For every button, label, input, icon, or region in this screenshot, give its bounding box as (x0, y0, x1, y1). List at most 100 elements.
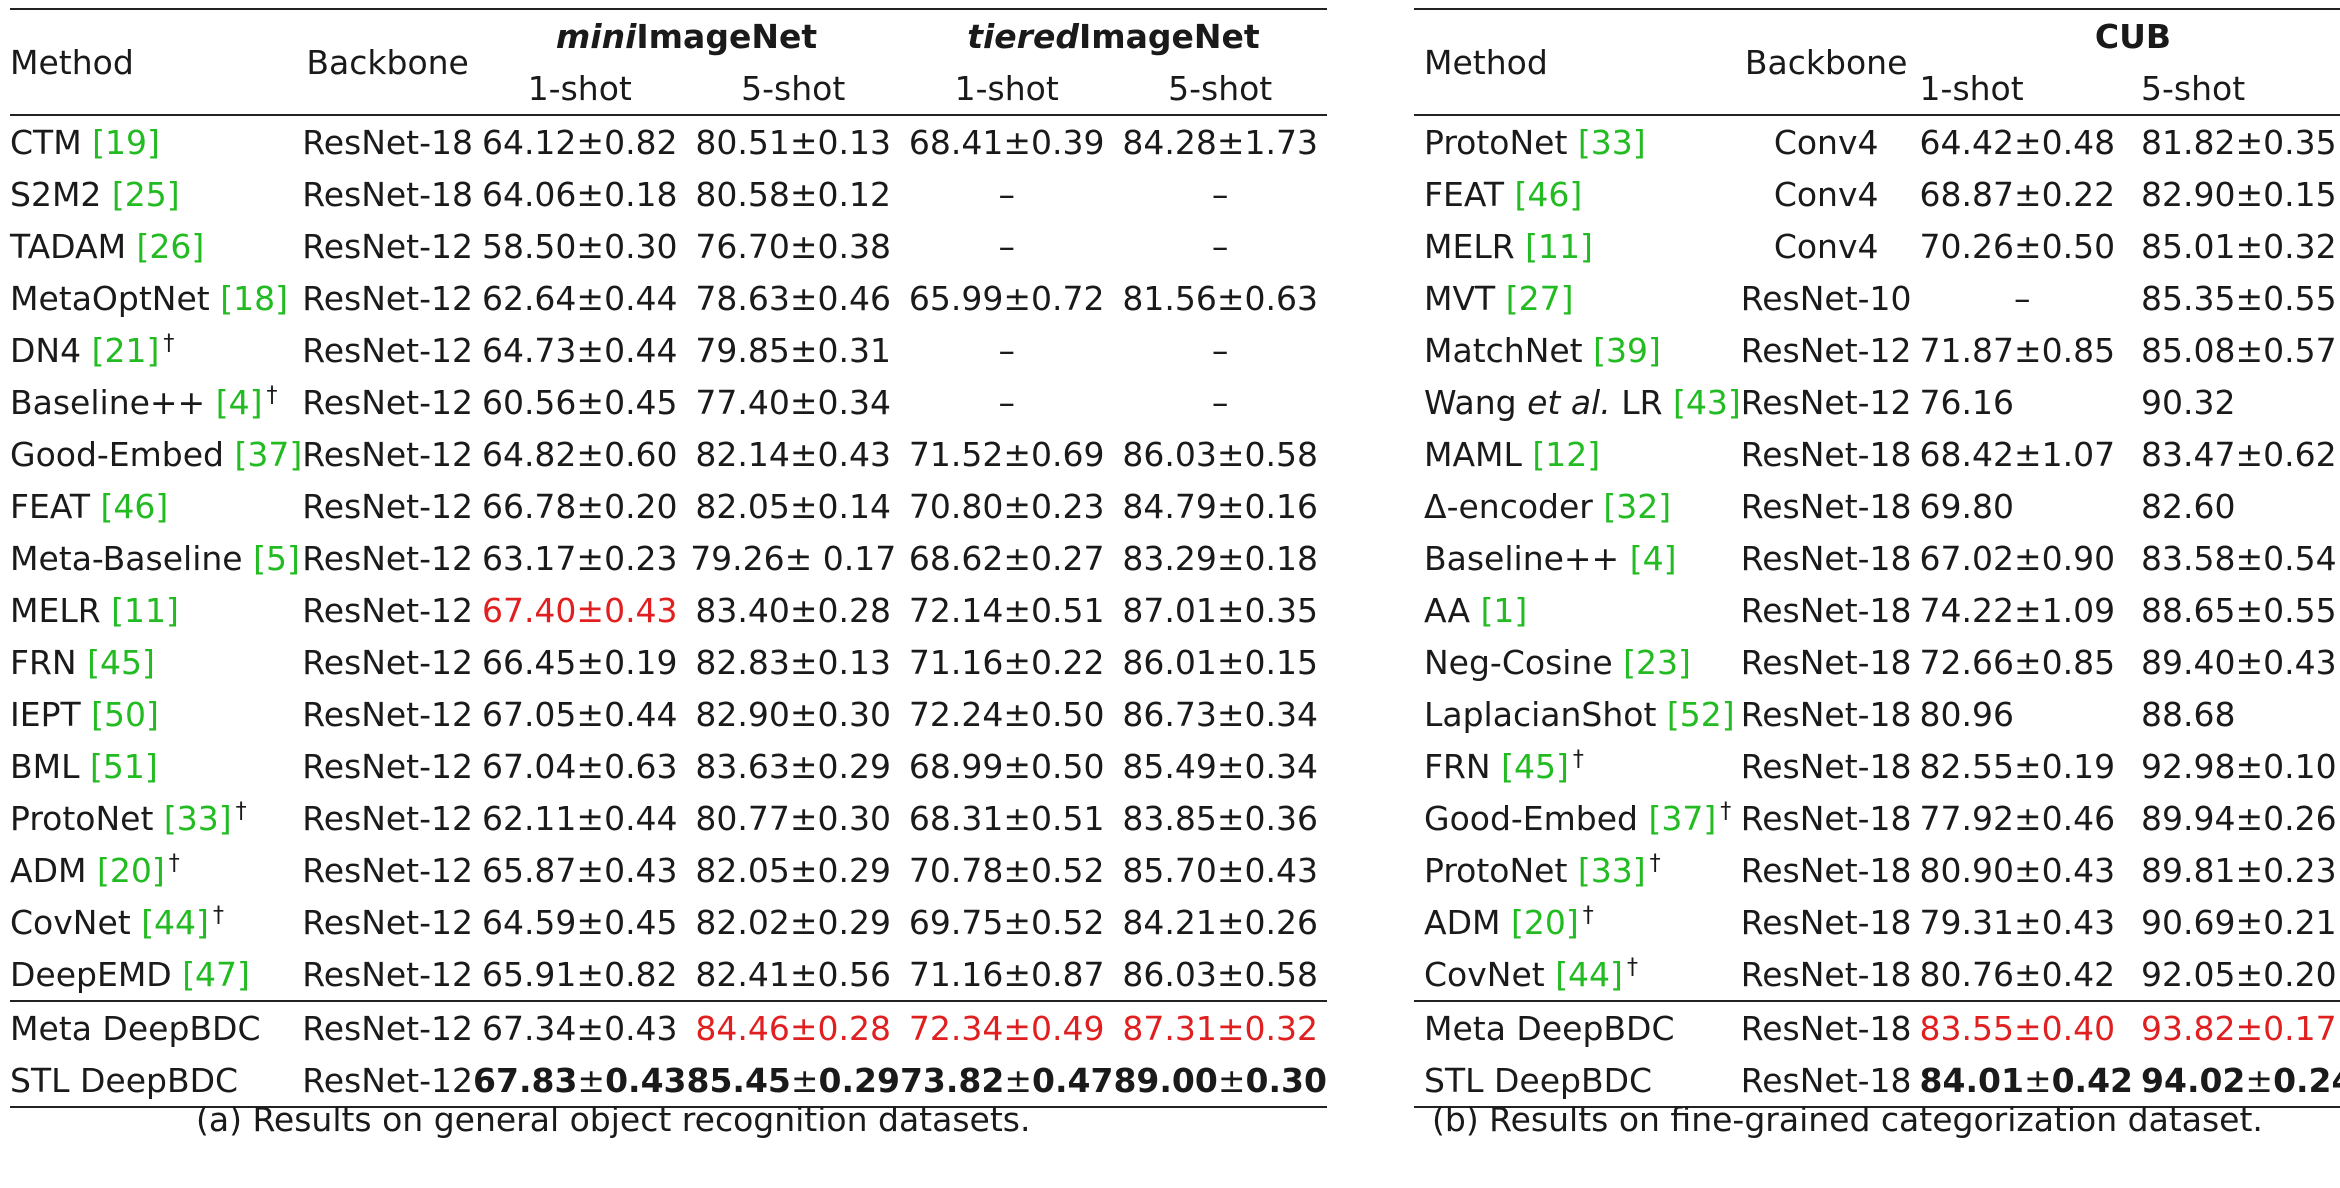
citation-link: [39] (1593, 330, 1661, 370)
table-row: BML [51] ResNet-12 67.04±0.63 83.63±0.29 68.… (10, 740, 1327, 792)
mini-5shot-cell-text: 83.40±0.28 (695, 590, 892, 630)
tiered-5shot-cell: 86.03±0.58 (1113, 948, 1326, 1001)
backbone-cell: ResNet-12 (302, 746, 474, 786)
tiered-1shot-cell: 71.16±0.87 (900, 948, 1113, 1001)
table-row: S2M2 [25] ResNet-18 64.06±0.18 80.58±0.12– – (10, 168, 1327, 220)
cub-1shot-cell-text: 70.26±0.50 (1919, 226, 2116, 266)
method-name: FRN (10, 642, 88, 682)
table-row: CovNet [44] † ResNet-12 64.59±0.45 82.02±0.2… (10, 896, 1327, 948)
backbone-cell: ResNet-18 (1740, 434, 1912, 474)
citation-link: [27] (1505, 278, 1574, 318)
tiered-1shot-cell-text: 68.99±0.50 (908, 746, 1105, 786)
tiered-1shot-cell-text: – (998, 330, 1015, 370)
tiered-5shot-cell-text: 87.01±0.35 (1122, 590, 1318, 630)
tiered-1shot-cell-text: 72.24±0.50 (908, 694, 1105, 734)
method-cell: FRN [45] (10, 636, 302, 688)
mini-1shot-cell-text: 66.45±0.19 (481, 642, 678, 682)
mini-1shot-cell-text: 58.50±0.30 (481, 226, 678, 266)
method-cell: Meta-Baseline [5] (10, 532, 302, 584)
cub-5shot-cell: 90.69±0.21 (2133, 896, 2340, 948)
mini-5shot-cell: 80.58±0.12 (687, 168, 900, 220)
mini-1shot-cell-text: 63.17±0.23 (481, 538, 678, 578)
backbone-cell: ResNet-12 (302, 590, 474, 630)
tiered-1shot-cell: – (900, 324, 1113, 376)
table-row: Neg-Cosine [23] ResNet-18 72.66±0.85 89.40±… (1414, 636, 2340, 688)
citation-link: [23] (1623, 642, 1691, 682)
tiered-1shot-cell-text: 70.80±0.23 (908, 486, 1105, 526)
tiered-1shot-cell: 71.16±0.22 (900, 636, 1113, 688)
table-row: ADM [20] † ResNet-12 65.87±0.43 82.05±0.29 70… (10, 844, 1327, 896)
cub-1shot-cell-text: 77.92±0.46 (1919, 798, 2116, 838)
cub-1shot-cell-text: 79.31±0.43 (1919, 902, 2116, 942)
method-name: Good-Embed (1424, 799, 1649, 838)
tiered-1shot-cell: – (900, 376, 1113, 428)
table-row: MVT [27] ResNet-10–85.35±0.55 (1414, 272, 2340, 324)
method-name: IEPT (10, 694, 92, 734)
citation-link: [4] (1629, 538, 1677, 578)
method-name: Δ-encoder (1424, 486, 1604, 526)
method-cell: DN4 [21] † (10, 324, 302, 376)
tiered-1shot-cell-text: 71.52±0.69 (908, 434, 1105, 474)
tieredimagenet-header: tieredImageNet (900, 9, 1327, 62)
table-b-ours: Meta DeepBDC ResNet-18 83.55±0.40 93.82±0.1… (1414, 1000, 2340, 1107)
backbone-header: Backbone (306, 42, 469, 82)
tiered-1shot-cell-text: 72.14±0.51 (908, 590, 1105, 630)
method-cell: FEAT [46] (1414, 168, 1741, 220)
table-row: FEAT [46] Conv4 68.87±0.22 82.90±0.15 (1414, 168, 2340, 220)
tiered-5shot-cell: 84.28±1.73 (1113, 115, 1326, 168)
mini-1shot-cell: 58.50±0.30 (473, 220, 686, 272)
table-row: DN4 [21] † ResNet-12 64.73±0.44 79.85±0.31– – (10, 324, 1327, 376)
mini-1shot-cell-text: 67.05±0.44 (481, 694, 678, 734)
backbone-cell: ResNet-12 (1740, 382, 1912, 422)
citation-link: [47] (182, 954, 250, 994)
method-cell: Wang et al. LR [43] (1414, 376, 1741, 428)
backbone-cell: Conv4 (1773, 174, 1879, 214)
method-cell: BML [51] (10, 740, 302, 792)
tiered-5shot-cell: 87.31±0.32 (1113, 1000, 1327, 1054)
cub-1shot-cell: 70.26±0.50 (1912, 220, 2133, 272)
backbone-cell: ResNet-12 (302, 798, 474, 838)
backbone-cell: ResNet-12 (302, 902, 474, 942)
table-row: Good-Embed [37] ResNet-12 64.82±0.60 82.14±… (10, 428, 1327, 480)
citation-link: [44] (1555, 955, 1623, 994)
method-cell: DeepEMD [47] (10, 948, 302, 1001)
method-cell: MAML [12] (1414, 428, 1741, 480)
dagger-mark: † (1582, 903, 1594, 928)
citation-link: [51] (90, 746, 158, 786)
cub-5shot-cell-text: 89.94±0.26 (2141, 798, 2337, 838)
citation-link: [43] (1673, 382, 1741, 422)
mini-5shot-cell-mean: 85.45 (686, 1060, 791, 1100)
cub-1shot-cell: 83.55±0.40 (1911, 1000, 2134, 1054)
cub-1shot-cell-text: 83.55±0.40 (1919, 1008, 2116, 1048)
method-cell: ProtoNet [33] † (1414, 844, 1741, 896)
tiered-5shot-cell: 81.56±0.63 (1113, 272, 1326, 324)
mini-5shot-cell: 83.63±0.29 (687, 740, 900, 792)
backbone-cell: ResNet-12 (302, 486, 474, 526)
miniimagenet-italic: mini (555, 16, 637, 56)
table-row: MatchNet [39] ResNet-12 71.87±0.85 85.08±0.… (1414, 324, 2340, 376)
backbone-cell: Conv4 (1773, 226, 1879, 266)
backbone-header-b: Backbone (1744, 42, 1908, 82)
mini-1shot-cell-std: 0.43 (605, 1060, 687, 1100)
tiered-1shot-cell: 68.62±0.27 (900, 532, 1113, 584)
mini-5shot-cell-std: 0.29 (818, 1060, 900, 1100)
method-cell: Baseline++ [4] † (10, 376, 302, 428)
backbone-cell: ResNet-10 (1740, 278, 1912, 318)
mini-5shot-cell-text: 79.26± 0.17 (690, 538, 897, 578)
tiered-5shot-cell: 83.85±0.36 (1113, 792, 1326, 844)
table-row: Δ-encoder [32] ResNet-18 69.80 82.60 (1414, 480, 2340, 532)
tiered-5shot-cell: – (1113, 376, 1326, 428)
cub-1shot-cell-pm: ± (2023, 1060, 2052, 1100)
mini-1shot-cell-text: 62.11±0.44 (481, 798, 678, 838)
cub-5shot-cell: 83.58±0.54 (2133, 532, 2340, 584)
cub-1shot-cell: 80.90±0.43 (1912, 844, 2133, 896)
backbone-cell: ResNet-18 (1740, 954, 1912, 994)
table-row: ProtoNet [33] Conv4 64.42±0.48 81.82±0.35 (1414, 115, 2340, 168)
cub-1shot-cell: 67.02±0.90 (1912, 532, 2133, 584)
citation-link: [1] (1480, 590, 1528, 630)
citation-link: [37] (234, 434, 303, 474)
method-cell: Baseline++ [4] (1414, 532, 1741, 584)
mini-5shot-cell: 82.05±0.14 (687, 480, 900, 532)
method-cell: ADM [20] † (1414, 896, 1741, 948)
backbone-cell: ResNet-12 (302, 850, 474, 890)
